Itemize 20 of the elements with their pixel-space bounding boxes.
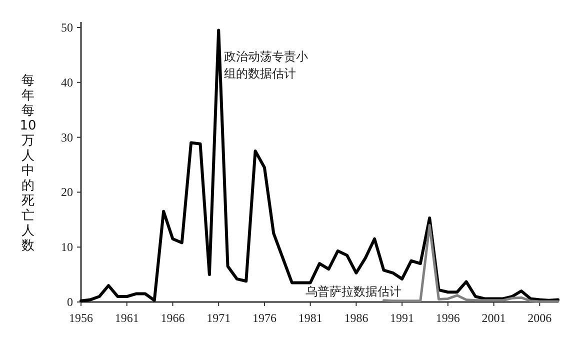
y-tick-label: 20 xyxy=(61,185,73,200)
x-tick-label: 1976 xyxy=(252,311,276,325)
x-tick-label: 1961 xyxy=(114,311,139,325)
series-label: 政治动荡专责小组的数据估计 xyxy=(224,49,308,80)
series-label: 乌普萨拉数据估计 xyxy=(306,284,402,298)
x-tick-label: 2006 xyxy=(528,311,552,325)
x-tick-label: 1966 xyxy=(160,311,185,325)
x-tick-label: 1971 xyxy=(206,311,231,325)
x-tick-label: 1956 xyxy=(69,311,93,325)
x-tick-label: 2001 xyxy=(482,311,506,325)
y-tick-label: 50 xyxy=(61,20,73,34)
x-tick-label: 1981 xyxy=(298,311,322,325)
x-tick-label: 1986 xyxy=(344,311,368,325)
y-tick-label: 40 xyxy=(61,75,73,90)
text: 每年每10万人中的死亡人数 xyxy=(20,74,36,254)
y-tick-label: 10 xyxy=(61,240,73,254)
y-tick-label: 30 xyxy=(61,130,73,144)
y-tick-label: 0 xyxy=(67,295,73,309)
x-tick-label: 1991 xyxy=(390,311,414,325)
x-tick-label: 1996 xyxy=(436,311,460,325)
